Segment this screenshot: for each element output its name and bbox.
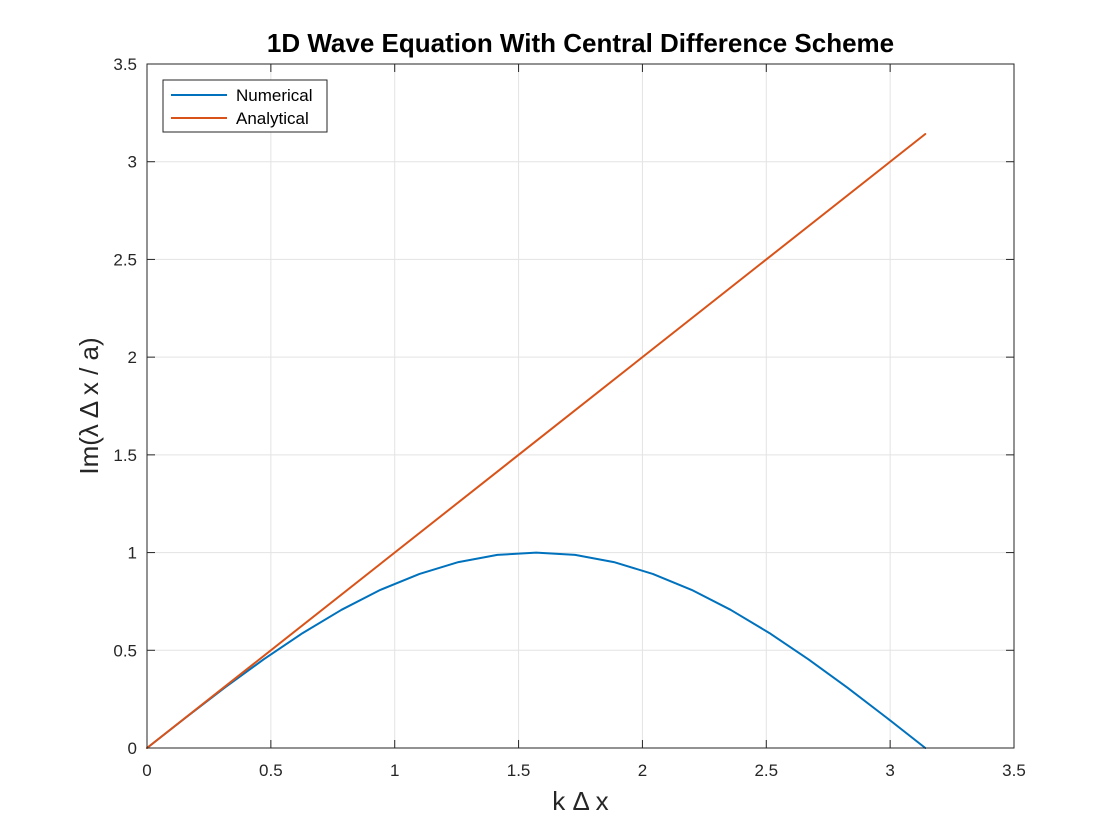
- series-group: [146, 133, 927, 749]
- legend: Numerical Analytical: [162, 79, 328, 133]
- legend-label-numerical: Numerical: [236, 86, 313, 105]
- y-tick-label: 2: [128, 348, 137, 367]
- x-axis-label: k Δ x: [552, 786, 608, 816]
- x-tick-label: 2: [638, 761, 647, 780]
- x-tick-label: 0: [142, 761, 151, 780]
- y-tick-label: 0: [128, 739, 137, 758]
- y-tick-label: 3: [128, 153, 137, 172]
- x-tick-label: 1: [390, 761, 399, 780]
- y-tick-label: 3.5: [113, 55, 137, 74]
- series-line-analytical: [146, 133, 927, 749]
- series-line-numerical: [146, 551, 927, 749]
- x-tick-label: 3: [885, 761, 894, 780]
- y-tick-label: 0.5: [113, 641, 137, 660]
- x-tick-label: 0.5: [259, 761, 283, 780]
- legend-label-analytical: Analytical: [236, 109, 309, 128]
- x-tick-label: 3.5: [1002, 761, 1026, 780]
- ticks: 0 0.5 1 1.5 2 2.5 3 3.5 0 0.5 1 1.5 2 2.5 3 3.5: [113, 55, 1025, 780]
- y-axis-label: Im(λ Δ x / a): [74, 337, 104, 474]
- y-tick-label: 1.5: [113, 446, 137, 465]
- y-tick-label: 2.5: [113, 250, 137, 269]
- plot-frame: [146, 63, 1015, 749]
- y-tick-label: 1: [128, 544, 137, 563]
- x-tick-label: 2.5: [754, 761, 778, 780]
- legend-box: [162, 79, 328, 133]
- x-tick-label: 1.5: [507, 761, 531, 780]
- chart-title: 1D Wave Equation With Central Difference…: [267, 28, 894, 58]
